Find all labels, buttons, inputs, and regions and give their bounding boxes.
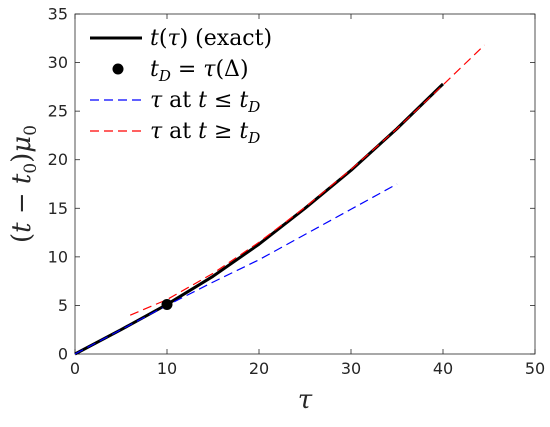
data-point-td [161, 298, 173, 310]
y-axis-title-part: − [7, 184, 37, 222]
y-tick-label: 25 [48, 102, 68, 121]
y-tick-label: 20 [48, 150, 68, 169]
y-tick-label: 30 [48, 53, 68, 72]
y-axis-title-part: 0 [21, 163, 41, 174]
legend-text-part: ≤ [207, 88, 239, 113]
legend-text-part: at [162, 88, 198, 113]
legend-text-part: τ [150, 88, 163, 113]
legend-text-part: t [198, 88, 207, 113]
y-axis-title-part: 0 [21, 125, 41, 136]
legend-text-part: (Δ) [215, 57, 248, 82]
legend-text-part: τ [203, 57, 216, 82]
legend-text-part: t [239, 88, 248, 113]
legend-text-part: = [171, 57, 203, 82]
x-axis-title: τ [298, 385, 313, 415]
x-tick-label: 20 [249, 359, 269, 378]
legend-text-part: D [158, 67, 171, 85]
axes: 0 10 20 30 40 50 0 5 10 15 20 25 30 35 [48, 5, 546, 379]
legend-text-part: t [198, 119, 207, 144]
y-axis-title: (t − t0)μ0 [7, 125, 41, 243]
legend-text-part: D [247, 98, 260, 116]
legend-text-part: ) (exact) [180, 26, 272, 51]
y-axis-title-part: t [7, 173, 37, 184]
y-tick-label: 5 [58, 296, 68, 315]
x-tick-label: 0 [70, 359, 80, 378]
legend-label-exact: t(τ) (exact) [150, 26, 272, 51]
y-axis-title-part: ( [7, 233, 37, 243]
x-tick-label: 10 [157, 359, 177, 378]
y-axis-title-part: t [7, 222, 37, 233]
legend: t(τ) (exact)tD = τ(Δ)τ at t ≤ tDτ at t ≥… [90, 26, 272, 147]
x-tick-label: 30 [341, 359, 361, 378]
series-line-3 [129, 44, 485, 316]
legend-label-blue: τ at t ≤ tD [150, 88, 260, 116]
y-axis-title-part: ) [7, 153, 37, 163]
legend-text-part: D [247, 129, 260, 147]
y-tick-label: 0 [58, 345, 68, 364]
legend-text-part: t [239, 119, 248, 144]
legend-text-part: t [150, 57, 159, 82]
legend-text-part: τ [150, 119, 163, 144]
y-tick-label: 35 [48, 5, 68, 24]
series-layer [74, 44, 485, 356]
x-tick-label: 40 [433, 359, 453, 378]
legend-text-part: t [150, 26, 159, 51]
legend-text-part: τ [167, 26, 180, 51]
y-axis-title-part: μ [7, 136, 37, 153]
y-tick-label: 15 [48, 199, 68, 218]
series-line-2 [74, 183, 398, 355]
y-tick-label: 10 [48, 247, 68, 266]
axis-labels: τ(t − t0)μ0 [7, 125, 313, 415]
plot-box [74, 13, 536, 355]
legend-label-red: τ at t ≥ tD [150, 119, 260, 147]
series-line-1 [74, 82, 445, 356]
legend-label-tD: tD = τ(Δ) [150, 57, 249, 85]
x-tick-label: 50 [525, 359, 545, 378]
legend-marker-td [112, 63, 124, 75]
legend-text-part: ( [159, 26, 168, 51]
legend-text-part: at [162, 119, 198, 144]
legend-text-part: ≥ [207, 119, 239, 144]
